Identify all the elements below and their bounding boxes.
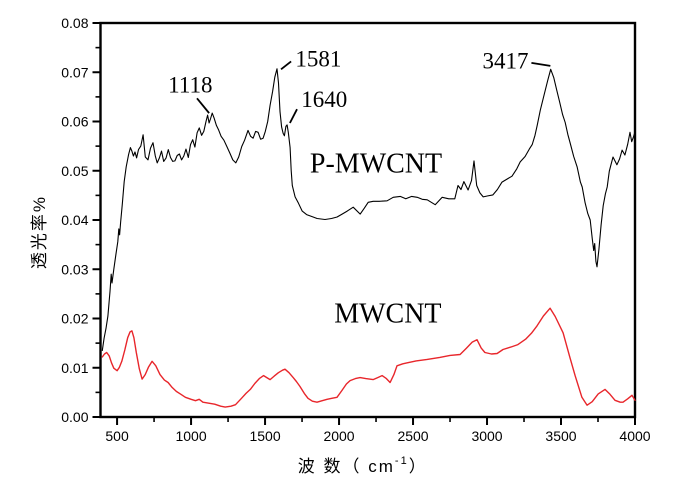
x-tick-label: 1500: [249, 428, 280, 444]
annotation-leader-1118: [196, 97, 210, 114]
x-axis-title: 波 数（ cm-1）: [298, 455, 428, 476]
y-tick-label: 0.05: [61, 163, 88, 179]
y-tick-label: 0.03: [61, 261, 88, 277]
plot-frame: [99, 21, 637, 419]
x-tick-label: 4000: [619, 428, 650, 444]
y-tick-label: 0.00: [61, 409, 88, 425]
x-tick-label: 3500: [545, 428, 576, 444]
y-axis-title: 透光率%: [30, 195, 49, 269]
annotation-1640: 1640: [301, 87, 347, 112]
annotation-1118: 1118: [168, 73, 212, 98]
y-tick-label: 0.06: [61, 114, 88, 130]
series-label-mwcnt: MWCNT: [334, 298, 441, 329]
y-tick-label: 0.04: [61, 212, 88, 228]
annotation-leader-1581: [280, 60, 292, 71]
annotation-1581: 1581: [295, 46, 341, 71]
annotation-3417: 3417: [483, 48, 529, 73]
series-curve-mwcnt: [101, 307, 636, 408]
annotation-leader-3417: [531, 62, 551, 67]
y-tick-label: 0.08: [61, 15, 88, 31]
x-tick-label: 500: [105, 428, 129, 444]
series-label-p-mwcnt: P-MWCNT: [310, 149, 442, 180]
x-tick-label: 1000: [175, 428, 206, 444]
y-tick-label: 0.01: [61, 360, 88, 376]
y-tick-label: 0.02: [61, 311, 88, 327]
x-tick-label: 2500: [397, 428, 428, 444]
series-curve-p-mwcnt: [101, 68, 636, 352]
x-tick-label: 3000: [471, 428, 502, 444]
x-tick-label: 2000: [323, 428, 354, 444]
annotation-leader-1640: [289, 108, 298, 124]
y-tick-label: 0.07: [61, 64, 88, 80]
